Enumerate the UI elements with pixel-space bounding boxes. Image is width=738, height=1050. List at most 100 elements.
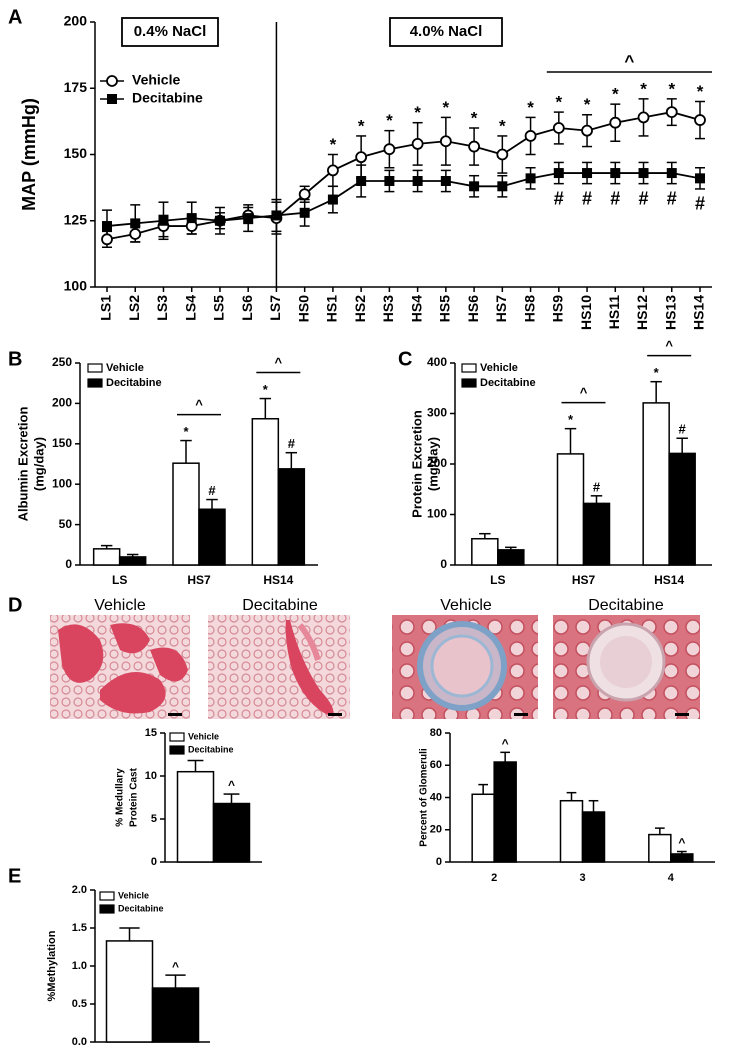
x-tick-label: LS4 <box>182 295 198 321</box>
y-tick-label: 5 <box>151 813 157 825</box>
bar <box>668 452 696 566</box>
x-tick-label: HS10 <box>578 295 594 330</box>
marker <box>214 215 225 226</box>
bar <box>642 402 670 566</box>
x-tick-label: HS9 <box>550 295 566 322</box>
marker <box>299 207 310 218</box>
y-tick-label: 200 <box>52 396 72 410</box>
significance-mark: * <box>330 135 337 154</box>
x-tick-label: LS <box>490 573 505 587</box>
y-tick-label: 200 <box>64 13 88 29</box>
bar <box>648 833 672 863</box>
y-tick-label: 0 <box>440 557 447 571</box>
significance-mark: ^ <box>678 836 685 850</box>
marker <box>355 151 368 164</box>
x-tick-label: HS3 <box>380 295 396 322</box>
y-tick-label: 15 <box>145 727 157 739</box>
x-tick-label: HS5 <box>437 295 453 322</box>
panel-label: B <box>8 348 22 370</box>
marker <box>609 116 622 129</box>
bar <box>198 508 226 566</box>
bar <box>251 418 280 566</box>
significance-mark: * <box>668 79 675 98</box>
significance-mark: # <box>667 188 677 208</box>
x-tick-label: LS <box>112 573 127 587</box>
marker <box>186 213 197 224</box>
phase-box <box>121 17 219 47</box>
significance-mark: * <box>386 111 393 130</box>
bar <box>471 537 499 566</box>
y-tick-label: 100 <box>64 278 88 294</box>
legend-marker <box>107 94 117 104</box>
bar <box>151 987 200 1043</box>
x-tick-label: HS14 <box>691 295 707 330</box>
marker <box>243 213 254 224</box>
panel-label: A <box>8 6 22 28</box>
y-tick-label: 150 <box>64 145 88 161</box>
phase-label: 4.0% NaCl <box>410 23 483 40</box>
bar <box>105 940 154 1043</box>
legend-label: Decitabine <box>106 377 162 389</box>
x-tick-label: LS6 <box>239 295 255 321</box>
y-tick-label: 0 <box>65 557 72 571</box>
significance-mark: * <box>443 98 450 117</box>
x-tick-label: LS2 <box>126 295 142 321</box>
y-axis-label: Albumin Excretion <box>15 407 30 522</box>
y-tick-label: 0 <box>436 856 442 868</box>
marker <box>695 173 705 184</box>
significance-mark: * <box>568 412 574 427</box>
bar <box>493 761 517 863</box>
x-tick-label: LS1 <box>98 295 114 321</box>
y-tick-label: 125 <box>64 211 88 227</box>
phase-box <box>389 17 503 47</box>
x-tick-label: 4 <box>668 872 675 884</box>
marker <box>638 168 649 179</box>
significance-mark: * <box>654 365 660 380</box>
significance-mark: # <box>593 479 601 494</box>
y-tick-label: 10 <box>145 770 157 782</box>
x-tick-label: 2 <box>491 872 497 884</box>
significance-mark: * <box>358 116 365 135</box>
y-tick-label: 2.0 <box>72 884 87 896</box>
x-tick-label: LS5 <box>211 295 227 321</box>
bar <box>277 468 306 566</box>
marker <box>552 122 565 134</box>
x-tick-label: HS8 <box>521 295 537 322</box>
legend-label: Decitabine <box>132 90 203 106</box>
series-line <box>106 172 701 227</box>
y-tick-label: 100 <box>52 476 72 490</box>
marker <box>496 148 509 161</box>
marker <box>553 168 564 179</box>
phase-label: 0.4% NaCl <box>134 23 207 40</box>
y-axis-label: Protein Excretion <box>409 410 424 518</box>
legend-label: Vehicle <box>118 890 149 900</box>
marker <box>411 137 424 150</box>
image-label: Decitabine <box>588 597 664 614</box>
marker <box>384 176 395 186</box>
bracket-label: ^ <box>665 338 673 353</box>
marker <box>468 140 480 153</box>
x-tick-label: HS14 <box>654 573 684 587</box>
micrograph <box>208 615 350 719</box>
significance-mark: * <box>697 82 704 101</box>
panel-label: D <box>8 594 22 616</box>
bracket-label: ^ <box>580 385 588 400</box>
micrograph <box>553 615 700 719</box>
marker <box>581 124 593 137</box>
legend-swatch <box>87 363 103 373</box>
panel-label: C <box>398 348 412 370</box>
significance-mark: # <box>639 188 649 208</box>
y-axis-label: MAP (mmHg) <box>19 98 39 211</box>
significance-mark: * <box>183 424 189 439</box>
marker <box>610 168 621 179</box>
significance-mark: ^ <box>502 737 509 751</box>
image-label: Vehicle <box>440 597 492 614</box>
bar <box>118 556 147 566</box>
marker <box>356 176 367 186</box>
y-tick-label: 100 <box>427 507 447 521</box>
marker <box>101 233 113 246</box>
y-tick-label: 0.5 <box>72 998 87 1010</box>
panel-label: E <box>8 865 21 887</box>
x-tick-label: HS0 <box>295 295 311 322</box>
